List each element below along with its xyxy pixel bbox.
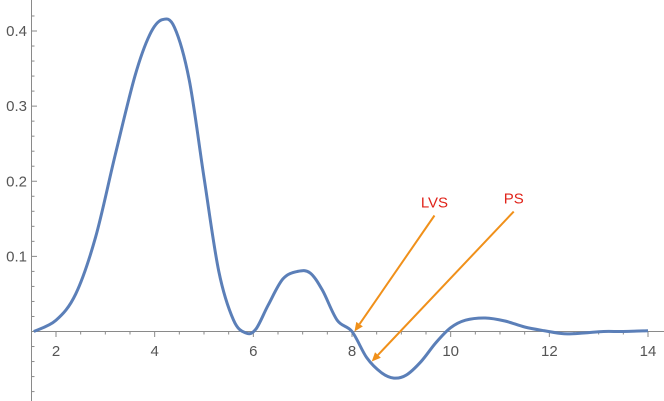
x-ticks: 2 4 6 8 10 12 14	[52, 331, 657, 360]
x-tick-label: 6	[249, 343, 257, 360]
x-tick-label: 12	[541, 343, 558, 360]
x-tick-label: 4	[150, 343, 158, 360]
y-tick-label: 0.4	[6, 23, 27, 40]
x-tick-label: 10	[442, 343, 459, 360]
annotation-arrow-ps	[377, 210, 515, 356]
series-line	[33, 17, 649, 380]
series-layer	[33, 17, 649, 380]
annotation-arrowhead-lvs	[354, 321, 363, 332]
x-axis: 2 4 6 8 10 12 14	[31, 331, 664, 360]
y-tick-label: 0.3	[6, 98, 27, 115]
annotation-arrowhead-ps	[371, 352, 381, 362]
y-tick-label: 0.1	[6, 248, 27, 265]
y-axis: 0.1 0.2 0.3 0.4	[6, 0, 37, 401]
annotation-label-lvs: LVS	[421, 195, 448, 212]
y-ticks: 0.1 0.2 0.3 0.4	[6, 15, 37, 393]
x-tick-label: 2	[52, 343, 60, 360]
x-tick-label: 14	[640, 343, 657, 360]
annotation-arrow-lvs	[358, 214, 436, 325]
annotation-layer: LVS PS	[354, 191, 524, 362]
annotation-label-ps: PS	[504, 191, 524, 208]
x-tick-label: 8	[348, 343, 356, 360]
y-tick-label: 0.2	[6, 173, 27, 190]
